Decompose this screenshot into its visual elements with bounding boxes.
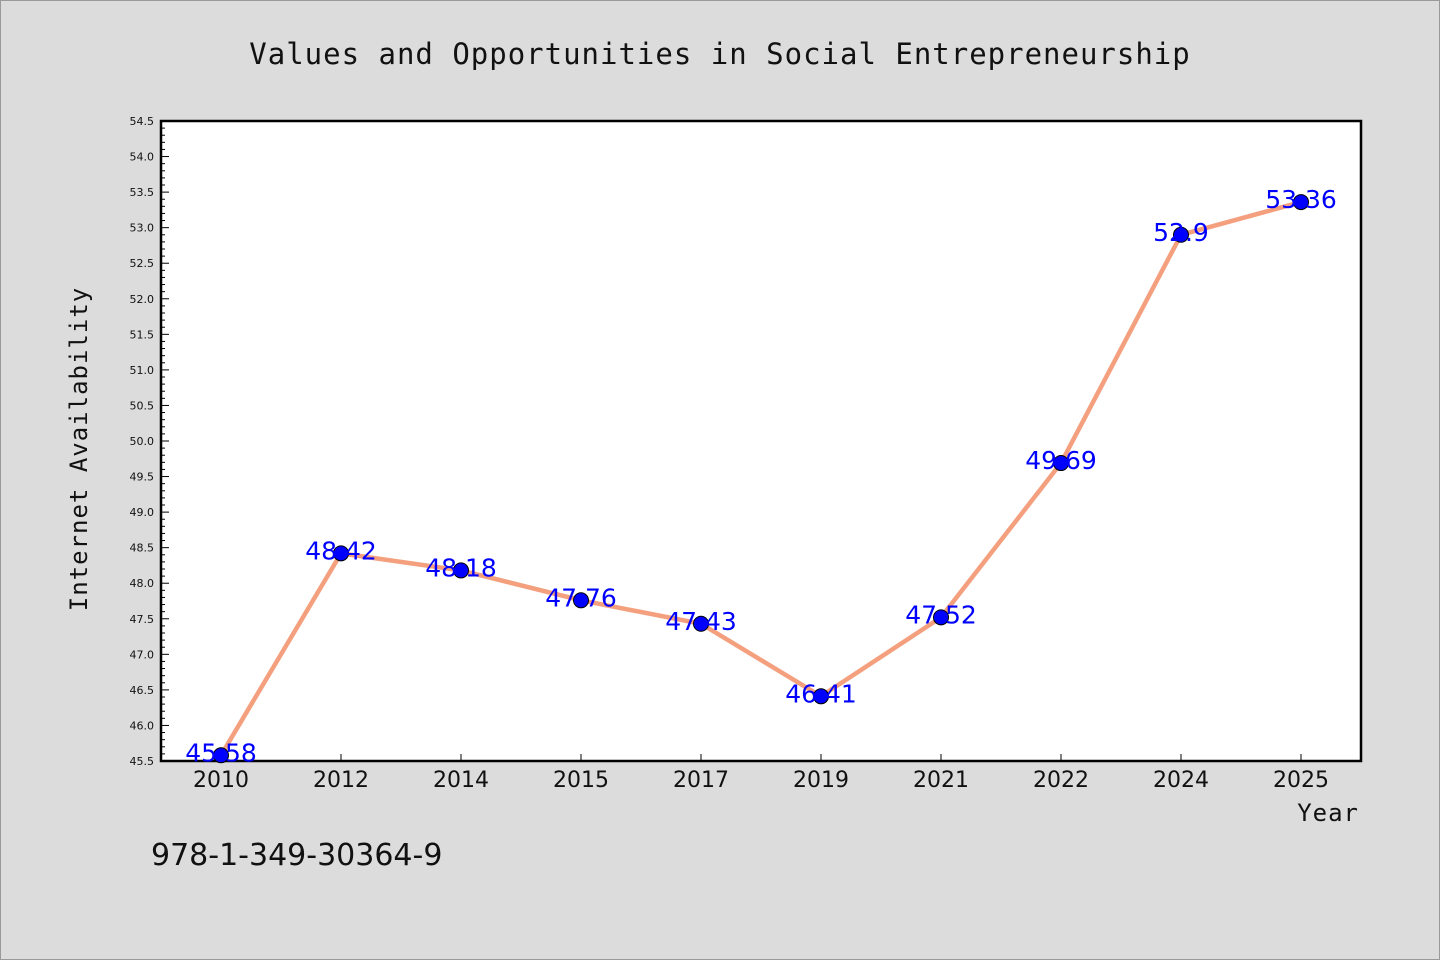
y-tick-label: 46.0 bbox=[130, 719, 155, 732]
data-label: 52.9 bbox=[1153, 218, 1209, 247]
y-axis-label: Internet Availability bbox=[65, 287, 93, 611]
y-tick-label: 54.5 bbox=[130, 115, 155, 128]
x-tick-label: 2019 bbox=[793, 768, 849, 793]
y-tick-label: 48.5 bbox=[130, 542, 155, 555]
y-tick-label: 49.0 bbox=[130, 506, 155, 519]
y-tick-label: 50.5 bbox=[130, 399, 155, 412]
y-tick-label: 53.0 bbox=[130, 222, 155, 235]
data-label: 48.18 bbox=[425, 553, 497, 582]
data-label: 53.36 bbox=[1265, 185, 1337, 214]
data-label: 49.69 bbox=[1025, 446, 1097, 475]
y-tick-label: 54.0 bbox=[130, 151, 155, 164]
x-axis-label: Year bbox=[1297, 799, 1359, 827]
y-tick-label: 46.5 bbox=[130, 684, 155, 697]
y-tick-label: 52.5 bbox=[130, 257, 155, 270]
isbn-text: 978-1-349-30364-9 bbox=[151, 838, 442, 873]
x-tick-label: 2017 bbox=[673, 768, 729, 793]
y-tick-label: 49.5 bbox=[130, 471, 155, 484]
x-tick-label: 2025 bbox=[1273, 768, 1329, 793]
data-label: 47.52 bbox=[905, 600, 977, 629]
data-label: 46.41 bbox=[785, 679, 857, 708]
data-label: 45.58 bbox=[185, 738, 257, 767]
x-tick-label: 2014 bbox=[433, 768, 489, 793]
chart-canvas: Values and Opportunities in Social Entre… bbox=[1, 1, 1439, 959]
data-label: 47.43 bbox=[665, 607, 737, 636]
x-tick-label: 2024 bbox=[1153, 768, 1209, 793]
y-tick-label: 50.0 bbox=[130, 435, 155, 448]
x-tick-label: 2022 bbox=[1033, 768, 1089, 793]
y-tick-label: 47.5 bbox=[130, 613, 155, 626]
y-tick-label: 48.0 bbox=[130, 577, 155, 590]
chart-figure: Values and Opportunities in Social Entre… bbox=[0, 0, 1440, 960]
y-tick-label: 47.0 bbox=[130, 648, 155, 661]
x-tick-label: 2012 bbox=[313, 768, 369, 793]
y-tick-label: 52.0 bbox=[130, 293, 155, 306]
y-tick-label: 45.5 bbox=[130, 755, 155, 768]
chart-title: Values and Opportunities in Social Entre… bbox=[249, 37, 1190, 71]
x-tick-label: 2010 bbox=[193, 768, 249, 793]
data-label: 47.76 bbox=[545, 583, 617, 612]
y-tick-label: 51.5 bbox=[130, 328, 155, 341]
y-tick-label: 51.0 bbox=[130, 364, 155, 377]
data-label: 48.42 bbox=[305, 536, 377, 565]
x-tick-label: 2015 bbox=[553, 768, 609, 793]
y-tick-label: 53.5 bbox=[130, 186, 155, 199]
x-tick-label: 2021 bbox=[913, 768, 969, 793]
